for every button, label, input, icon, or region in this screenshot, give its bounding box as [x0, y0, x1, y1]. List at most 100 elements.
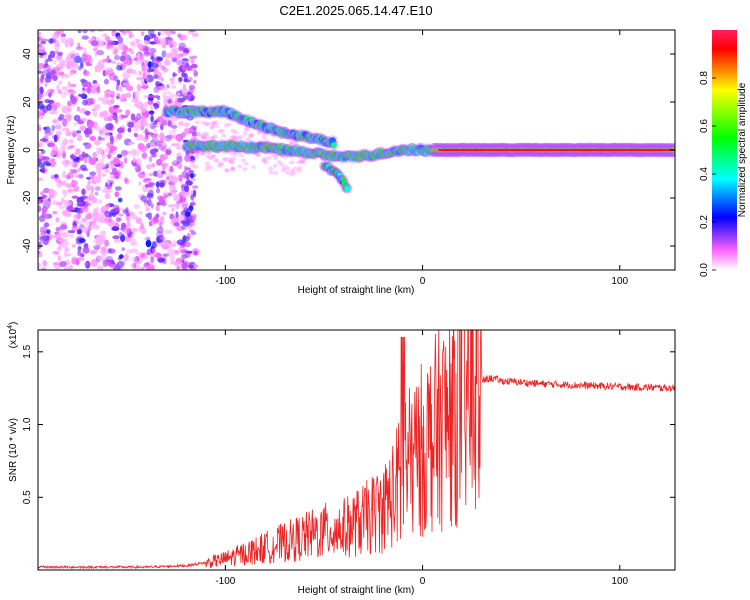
heatmap-cell [58, 80, 63, 85]
heatmap-cell [210, 136, 215, 141]
heatmap-cell [100, 164, 106, 168]
heatmap-cell [63, 210, 72, 218]
x-tick-label: 0 [420, 276, 426, 287]
heatmap-cell [141, 82, 149, 90]
heatmap-cell [69, 168, 73, 175]
heatmap-cell [296, 160, 302, 165]
heatmap-cell [168, 146, 172, 151]
heatmap-cell [57, 89, 62, 95]
heatmap-cell [285, 166, 291, 171]
heatmap-cell [134, 164, 142, 173]
heatmap-cell [95, 255, 102, 263]
heatmap-cell [77, 252, 81, 256]
heatmap-cell [74, 55, 82, 64]
heatmap-cell [117, 217, 122, 222]
heatmap-cell [134, 149, 140, 156]
heatmap-cell [283, 155, 288, 160]
heatmap-cell [133, 103, 140, 107]
heatmap-cell [99, 111, 103, 118]
heatmap-cell [210, 135, 215, 140]
heatmap-cell [139, 119, 148, 127]
heatmap-cell [184, 64, 189, 68]
heatmap-cell [279, 162, 285, 167]
heatmap-cell [116, 132, 123, 140]
heatmap-cell [89, 136, 97, 141]
heatmap-cell [256, 130, 262, 135]
heatmap-cell [49, 143, 56, 147]
heatmap-cell [152, 218, 159, 223]
heatmap-cell [79, 108, 87, 114]
colorbar-label: Normalized spectral amplitude [737, 82, 748, 217]
heatmap-cell [133, 127, 139, 132]
heatmap-cell [191, 32, 199, 38]
heatmap-cell [77, 167, 81, 173]
heatmap-cell [172, 72, 176, 78]
heatmap-cell [57, 255, 62, 262]
heatmap-cell [100, 253, 106, 261]
snr-x-axis-label: Height of straight line (km) [298, 585, 415, 596]
heatmap-cell [114, 54, 121, 61]
heatmap-cell [200, 150, 206, 155]
heatmap-cell [189, 68, 197, 72]
heatmap-cell [188, 30, 197, 33]
heatmap-cell [219, 129, 225, 133]
heatmap-cell [133, 122, 140, 129]
heatmap-cell [99, 40, 105, 48]
heatmap-cell [169, 191, 177, 196]
heatmap-cell [200, 135, 206, 140]
heatmap-cell [60, 224, 68, 230]
heatmap-cell [159, 38, 167, 45]
heatmap-cell [85, 214, 92, 220]
heatmap-cell [150, 203, 154, 209]
heatmap-cell [158, 199, 166, 206]
heatmap-cell [165, 52, 173, 59]
heatmap-cell [112, 30, 116, 33]
heatmap-cell [190, 194, 195, 201]
heatmap-cell [61, 180, 68, 186]
heatmap-cell [48, 38, 54, 44]
heatmap-cell [193, 80, 197, 84]
heatmap-cell [194, 120, 200, 125]
heatmap-cell [38, 177, 44, 182]
heatmap-cell [84, 81, 92, 88]
heatmap-cell [135, 158, 142, 165]
heatmap-cell [96, 167, 102, 175]
figure-title: C2E1.2025.065.14.47.E10 [279, 3, 432, 18]
heatmap-cell [125, 214, 131, 222]
heatmap-cell [174, 261, 179, 267]
heatmap-cell [184, 130, 190, 135]
heatmap-cell [115, 83, 119, 91]
heatmap-cell [106, 259, 114, 265]
heatmap-cell [53, 60, 57, 65]
heatmap-cell [51, 146, 59, 153]
heatmap-cell [38, 102, 45, 110]
heatmap-cell [38, 92, 43, 100]
heatmap-cell [75, 46, 84, 50]
heatmap-cell [94, 49, 98, 57]
snr-y-axis-label: SNR (10 * v/v) [8, 418, 19, 482]
heatmap-cell [109, 145, 118, 152]
heatmap-cell [67, 106, 72, 113]
heatmap-cell [46, 229, 51, 235]
heatmap-cell [140, 107, 147, 113]
heatmap-cell [145, 239, 152, 248]
heatmap-cell [94, 191, 99, 196]
heatmap-cell [116, 260, 125, 268]
heatmap-cell [164, 162, 169, 169]
heatmap-cell [219, 161, 225, 166]
heatmap-cell [134, 59, 143, 63]
heatmap-cell [232, 152, 238, 157]
heatmap-cell [289, 141, 295, 146]
spectrogram-y-axis-label: Frequency (Hz) [6, 116, 17, 185]
heatmap-cell [205, 161, 211, 166]
heatmap-cell [285, 170, 291, 175]
heatmap-cell [165, 91, 172, 95]
heatmap-cell [62, 118, 67, 127]
heatmap-cell [64, 73, 70, 79]
heatmap-cell [87, 180, 91, 185]
spectrogram-heatmap [38, 30, 675, 270]
heatmap-cell [124, 177, 128, 184]
heatmap-cell [43, 160, 50, 165]
heatmap-cell [113, 105, 119, 109]
heatmap-cell [165, 30, 171, 35]
